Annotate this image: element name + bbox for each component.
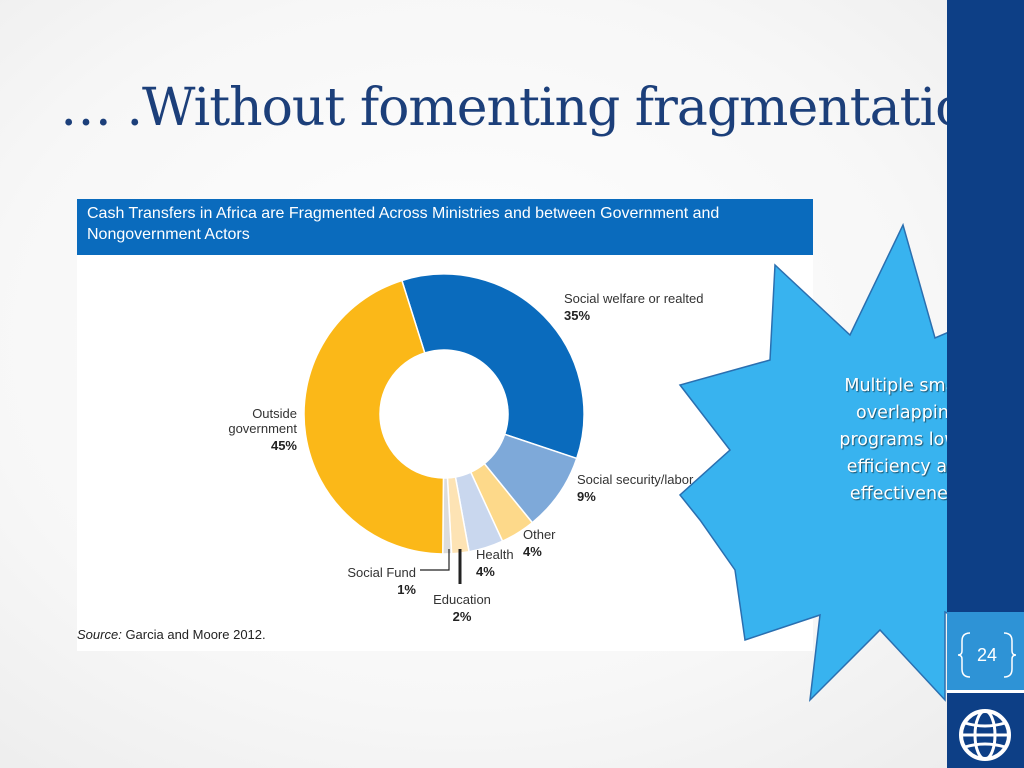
band-divider	[947, 690, 1024, 693]
leader-social-fund	[420, 549, 450, 571]
slice-label-3: Health	[476, 547, 514, 562]
slice-value-1: 9%	[577, 489, 596, 504]
source-text: Garcia and Moore 2012.	[125, 627, 266, 642]
slice-label-6-0: Outside	[252, 406, 297, 421]
callout-text: Multiple small, overlapping programs low…	[839, 376, 977, 504]
page-number-brackets	[958, 632, 1016, 678]
slice-label-0: Social welfare or realted	[564, 291, 703, 306]
slice-value-2: 4%	[523, 544, 542, 559]
slice-label-6-1: government	[228, 421, 297, 436]
slice-label-2: Other	[523, 527, 556, 542]
source-label: Source:	[77, 627, 122, 642]
slice-value-6: 45%	[271, 438, 297, 453]
slice-label-4: Education	[433, 592, 491, 607]
slice-value-4: 2%	[453, 609, 472, 624]
right-accent-band	[947, 0, 1024, 768]
page-number-block	[947, 612, 1024, 690]
slice-label-1: Social security/labor	[577, 472, 694, 487]
slice-value-5: 1%	[397, 582, 416, 597]
slice-6	[303, 279, 445, 555]
slice-label-5: Social Fund	[347, 565, 416, 580]
slide-title: … .Without fomenting fragmentation	[60, 78, 999, 138]
slice-value-3: 4%	[476, 564, 495, 579]
chart-panel: Cash Transfers in Africa are Fragmented …	[77, 199, 813, 651]
donut-chart: Social welfare or realted 35% Social secur…	[228, 273, 703, 624]
slice-value-0: 35%	[564, 308, 590, 323]
chart-source: Source: Garcia and Moore 2012.	[77, 627, 266, 642]
page-number: 24	[976, 644, 998, 665]
slice-0	[400, 273, 585, 460]
globe-logo-icon	[959, 709, 1011, 761]
